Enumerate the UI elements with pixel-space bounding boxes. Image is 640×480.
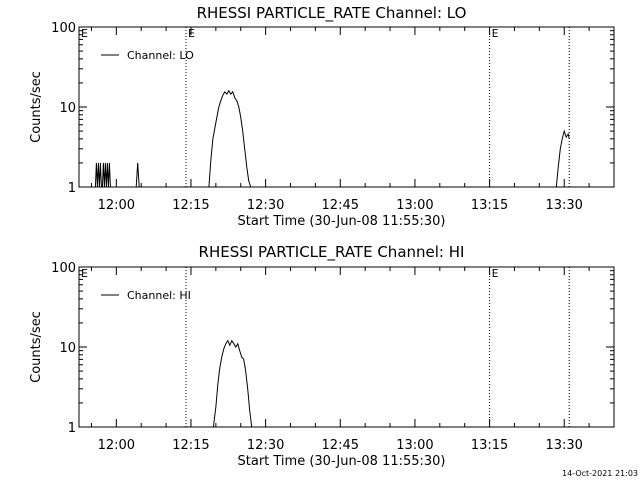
- lo-channel-panel: RHESSI PARTICLE_RATE Channel: LO 1 10 100 Co…: [29, 4, 615, 229]
- y-tick-label: 1: [68, 181, 76, 196]
- x-tick-label: 13:00: [396, 198, 433, 213]
- x-tick-label: 12:00: [98, 438, 135, 453]
- x-axis-label: Start Time (30-Jun-08 11:55:30): [238, 454, 446, 469]
- series-line: [212, 339, 253, 428]
- x-tick-label: 12:30: [247, 438, 284, 453]
- y-tick-label: 1: [68, 421, 76, 436]
- x-tick-label: 12:15: [172, 438, 209, 453]
- series-line: [94, 89, 570, 188]
- y-tick-label: 10: [59, 341, 76, 356]
- event-marker-label: E: [492, 27, 499, 40]
- y-axis-label: Counts/sec: [29, 71, 44, 143]
- y-axis-label: Counts/sec: [29, 311, 44, 383]
- event-marker-label: E: [188, 27, 195, 40]
- x-tick-label: 12:45: [322, 198, 359, 213]
- y-tick-label: 10: [59, 101, 76, 116]
- chart-title: RHESSI PARTICLE_RATE Channel: HI: [199, 243, 465, 262]
- edge-event-marker: E: [81, 267, 88, 280]
- event-marker-label: E: [492, 267, 499, 280]
- x-tick-label: 13:00: [396, 438, 433, 453]
- x-tick-label: 12:00: [98, 198, 135, 213]
- x-axis-label: Start Time (30-Jun-08 11:55:30): [238, 214, 446, 229]
- x-tick-label: 13:15: [471, 438, 508, 453]
- generation-timestamp: 14-Oct-2021 21:03: [562, 469, 638, 478]
- x-tick-label: 12:45: [322, 438, 359, 453]
- x-tick-label: 13:15: [471, 198, 508, 213]
- chart-title: RHESSI PARTICLE_RATE Channel: LO: [197, 4, 467, 23]
- x-tick-label: 13:30: [545, 438, 582, 453]
- x-tick-label: 12:15: [172, 198, 209, 213]
- legend-entry: Channel: LO: [127, 49, 194, 62]
- edge-event-marker: E: [81, 27, 88, 40]
- y-tick-label: 100: [51, 21, 76, 36]
- x-tick-label: 12:30: [247, 198, 284, 213]
- legend-entry: Channel: HI: [127, 289, 191, 302]
- y-tick-label: 100: [51, 261, 76, 276]
- hi-channel-panel: RHESSI PARTICLE_RATE Channel: HI 1 10 100 Co…: [29, 243, 615, 469]
- x-tick-label: 13:30: [545, 198, 582, 213]
